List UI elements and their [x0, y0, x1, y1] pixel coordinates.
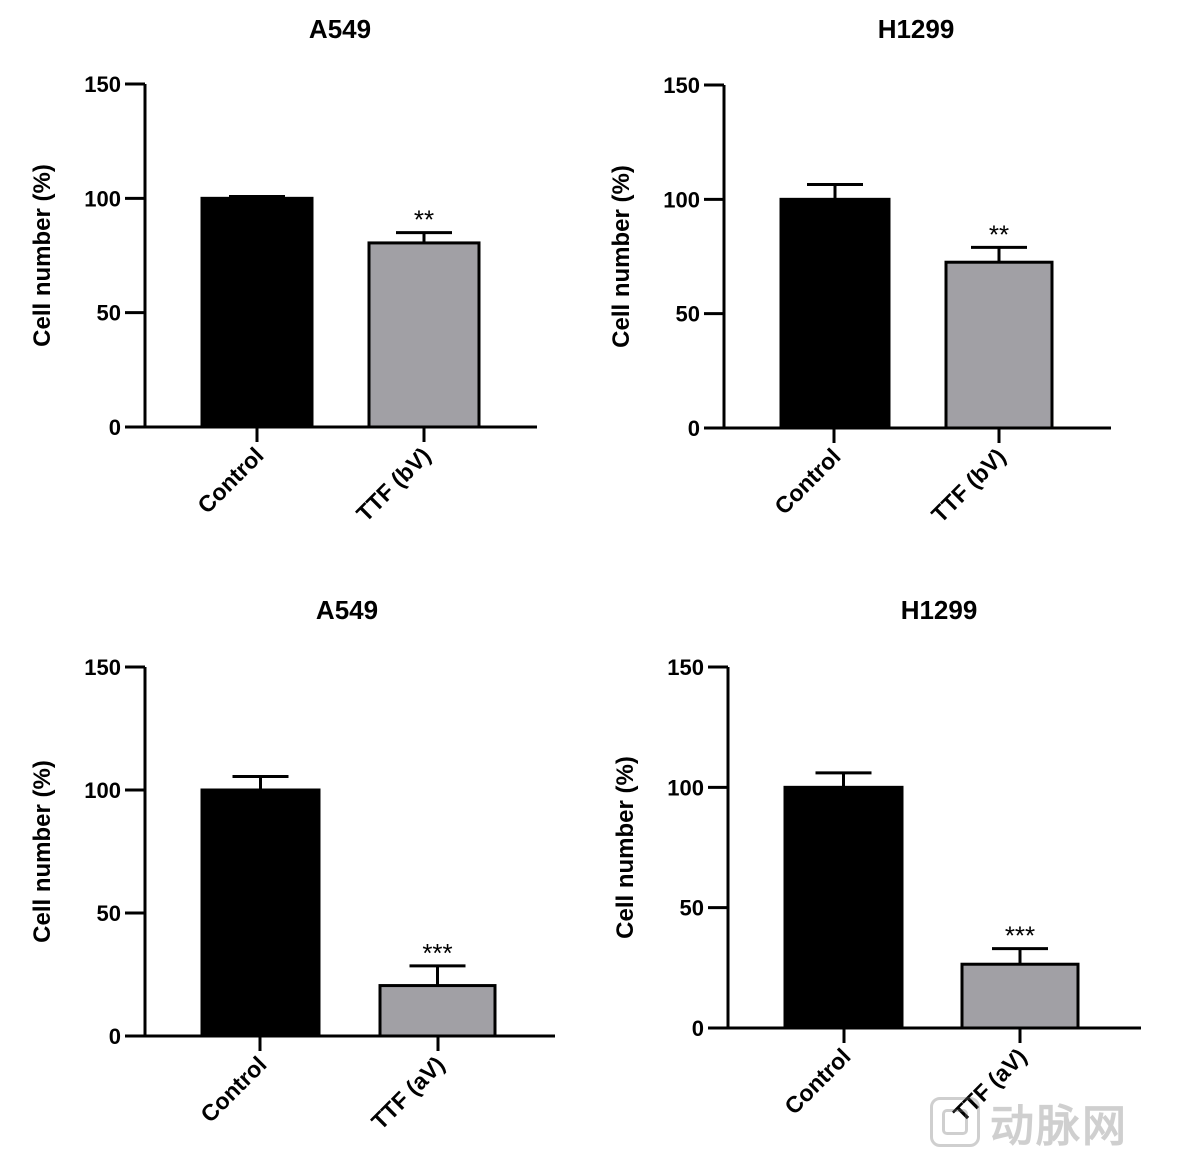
y-tick-label: 50: [97, 901, 121, 926]
x-category-label: TTF (aV): [366, 1051, 449, 1134]
logo-badge-icon: [930, 1097, 980, 1147]
bar-2: [378, 984, 497, 1038]
y-tick-label: 100: [84, 186, 121, 211]
y-tick-label: 50: [97, 301, 121, 326]
significance-label: ***: [1005, 921, 1035, 951]
chart-title: A549: [316, 595, 378, 625]
x-category-label: Control: [779, 1043, 855, 1119]
y-tick-label: 150: [84, 655, 121, 680]
chart-title: A549: [309, 14, 371, 44]
y-tick-label: 150: [667, 655, 704, 680]
x-category-label: TTF (bV): [926, 443, 1010, 527]
significance-label: ***: [422, 938, 452, 968]
y-axis-label: Cell number (%): [29, 164, 56, 347]
x-category-label: Control: [769, 443, 845, 519]
chart-title: H1299: [901, 595, 978, 625]
chart-title: H1299: [878, 14, 955, 44]
bar-2: [944, 260, 1054, 430]
chart-1: A549 Cell number (%) 0 50 100 150 Control ** TTF…: [29, 14, 537, 526]
y-tick-label: 100: [667, 775, 704, 800]
y-tick-label: 0: [109, 1024, 121, 1049]
y-tick-label: 50: [680, 896, 704, 921]
y-axis-label: Cell number (%): [29, 760, 56, 943]
bar-2: [367, 241, 481, 429]
y-tick-label: 0: [688, 416, 700, 441]
bar-1: [200, 196, 314, 429]
x-category-label: Control: [195, 1051, 271, 1127]
bar-1: [783, 785, 904, 1030]
bar-1: [779, 197, 891, 430]
significance-label: **: [989, 219, 1009, 249]
significance-label: **: [414, 205, 434, 235]
y-tick-label: 0: [692, 1016, 704, 1041]
y-tick-label: 100: [84, 778, 121, 803]
y-tick-label: 150: [84, 72, 121, 97]
x-category-label: TTF (bV): [351, 442, 435, 526]
chart-2: H1299 Cell number (%) 0 50 100 150 Control ** TT…: [608, 14, 1111, 527]
watermark: 动脉网: [930, 1092, 1128, 1152]
x-category-label: Control: [192, 442, 268, 518]
y-tick-label: 50: [676, 302, 700, 327]
y-tick-label: 100: [663, 187, 700, 212]
y-axis-label: Cell number (%): [608, 165, 635, 348]
bar-2: [960, 962, 1080, 1030]
y-tick-label: 0: [109, 415, 121, 440]
bar-1: [200, 788, 321, 1038]
y-axis-label: Cell number (%): [612, 756, 639, 939]
watermark-text: 动脉网: [990, 1101, 1128, 1152]
y-tick-label: 150: [663, 73, 700, 98]
chart-3: A549 Cell number (%) 0 50 100 150 Control *** TT…: [29, 595, 555, 1135]
